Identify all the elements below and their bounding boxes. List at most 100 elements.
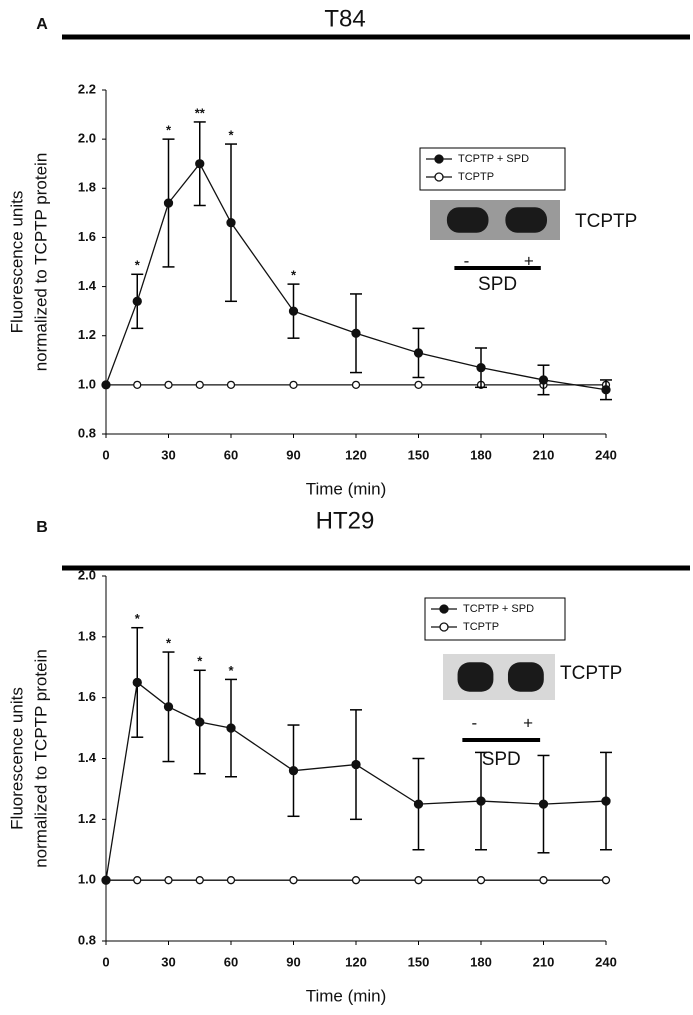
legend-label: TCPTP [458, 171, 494, 183]
data-point [101, 380, 111, 390]
y-tick-label: 2.2 [78, 81, 96, 96]
y-tick-label: 0.8 [78, 425, 96, 440]
data-point [538, 375, 549, 385]
x-axis-title: Time (min) [306, 986, 387, 1005]
x-tick-label: 150 [408, 954, 430, 969]
y-tick-label: 1.4 [78, 278, 97, 293]
x-tick-label: 210 [533, 954, 555, 969]
blot-label: TCPTP [575, 211, 637, 232]
treatment-label: SPD [478, 274, 517, 295]
panel-title: T84 [324, 5, 365, 32]
y-tick-label: 1.2 [78, 811, 96, 826]
x-tick-label: 30 [161, 954, 175, 969]
x-tick-label: 180 [470, 954, 492, 969]
data-point [164, 876, 173, 885]
legend-box [424, 597, 566, 641]
blot-band [505, 207, 547, 233]
x-tick-label: 240 [595, 954, 617, 969]
data-point [351, 380, 361, 390]
data-point [414, 380, 423, 390]
lane-plus: + [524, 251, 534, 270]
data-point [226, 723, 236, 733]
y-tick-label: 1.0 [78, 376, 96, 391]
data-point [288, 306, 299, 316]
data-point [195, 876, 204, 885]
legend-marker [439, 604, 449, 614]
data-point [413, 799, 424, 809]
significance-mark: * [228, 663, 234, 678]
data-point [601, 796, 611, 806]
data-point [132, 677, 142, 688]
data-point [132, 296, 142, 306]
legend-label: TCPTP [463, 621, 499, 633]
data-point [289, 876, 298, 885]
data-point [163, 702, 174, 712]
panel-letter: B [36, 519, 48, 536]
x-tick-label: 0 [102, 447, 109, 462]
x-tick-label: 90 [286, 954, 300, 969]
legend-box [419, 147, 566, 191]
data-point [413, 348, 424, 358]
data-point [288, 766, 299, 776]
data-point [289, 380, 298, 390]
data-point [476, 363, 486, 373]
data-point [476, 876, 486, 885]
significance-mark: ** [195, 105, 206, 120]
legend-label: TCPTP + SPD [458, 153, 529, 165]
y-axis-title: normalized to TCPTP protein [31, 153, 50, 372]
y-tick-label: 1.6 [78, 229, 96, 244]
significance-mark: * [166, 635, 172, 650]
significance-mark: * [166, 123, 172, 138]
data-point [414, 876, 423, 885]
x-tick-label: 0 [102, 954, 109, 969]
panel-title: HT29 [316, 507, 375, 534]
significance-mark: * [228, 127, 234, 142]
legend-marker [434, 154, 444, 164]
data-point [195, 159, 205, 169]
y-tick-label: 2.0 [78, 567, 96, 582]
x-tick-label: 210 [533, 447, 555, 462]
blot-label: TCPTP [560, 663, 622, 684]
panel-letter: A [36, 16, 48, 33]
legend-label: TCPTP + SPD [463, 603, 534, 615]
y-axis-title: Fluorescence units [7, 687, 26, 830]
y-tick-label: 1.4 [78, 750, 97, 765]
y-tick-label: 1.6 [78, 689, 96, 704]
y-tick-label: 1.2 [78, 327, 96, 342]
data-point [226, 876, 236, 885]
significance-mark: * [135, 258, 141, 273]
blot-band [457, 662, 494, 692]
legend-marker [439, 622, 449, 632]
x-tick-label: 120 [345, 447, 367, 462]
data-point [195, 717, 205, 727]
x-tick-label: 90 [286, 447, 300, 462]
x-tick-label: 60 [224, 954, 238, 969]
x-tick-label: 180 [470, 447, 492, 462]
data-point [476, 796, 486, 806]
blot-band [507, 662, 544, 692]
data-point [226, 380, 236, 390]
data-point [164, 380, 173, 390]
y-tick-label: 2.0 [78, 131, 96, 146]
data-point [133, 380, 142, 390]
data-point [195, 380, 204, 390]
x-axis-title: Time (min) [306, 479, 387, 498]
significance-mark: * [197, 654, 203, 669]
lane-plus: + [523, 713, 533, 732]
x-tick-label: 60 [224, 447, 238, 462]
blot-band [446, 207, 489, 233]
data-point [601, 876, 611, 885]
data-point [101, 875, 111, 885]
lane-minus: - [464, 251, 470, 270]
y-tick-label: 1.8 [78, 180, 96, 195]
data-point [538, 799, 549, 809]
x-tick-label: 120 [345, 954, 367, 969]
data-point [351, 328, 361, 338]
data-point [133, 876, 142, 885]
data-point [351, 876, 361, 885]
data-point [539, 876, 548, 885]
lane-minus: - [472, 713, 478, 732]
legend-marker [434, 172, 444, 182]
data-point [351, 759, 361, 770]
